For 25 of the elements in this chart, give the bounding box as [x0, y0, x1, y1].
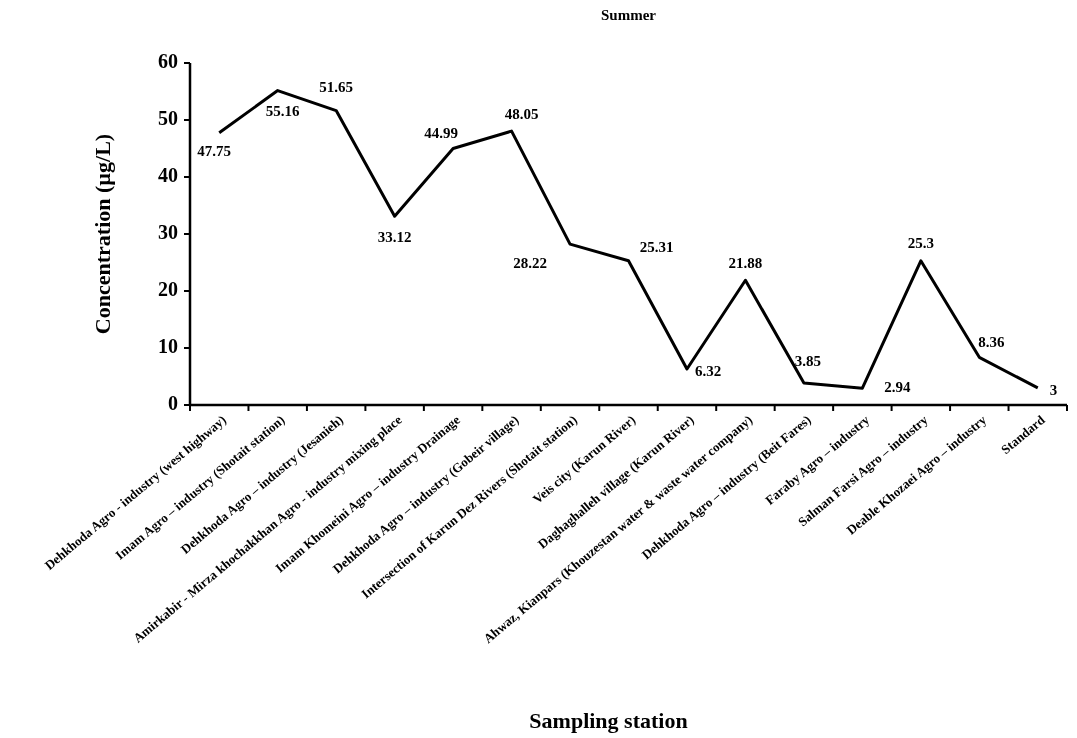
data-label: 21.88	[728, 254, 763, 271]
data-label: 3.85	[794, 353, 822, 370]
y-axis-title: Concentration (µg/L)	[90, 133, 115, 335]
x-axis-title: Sampling station	[529, 708, 688, 733]
data-label: 2.94	[884, 378, 912, 395]
y-tick-label: 20	[158, 277, 178, 300]
data-label: 47.75	[197, 143, 232, 160]
data-label: 3	[1049, 382, 1058, 399]
data-label: 28.22	[513, 254, 547, 271]
data-label: 6.32	[694, 363, 722, 380]
y-tick-label: 60	[158, 49, 178, 72]
data-label: 33.12	[377, 228, 412, 245]
data-label: 55.16	[265, 103, 301, 120]
data-label: 8.36	[978, 333, 1005, 350]
y-tick-label: 50	[158, 106, 178, 129]
data-label: 48.05	[504, 105, 539, 122]
y-tick-label: 40	[158, 163, 178, 186]
y-tick-label: 30	[158, 220, 178, 243]
data-label: 25.3	[907, 235, 934, 252]
data-label: 44.99	[424, 124, 458, 141]
y-tick-label: 0	[168, 391, 178, 414]
data-label: 51.65	[319, 79, 354, 96]
y-tick-label: 10	[158, 334, 178, 357]
chart-title: Summer	[601, 7, 657, 23]
data-label: 25.31	[639, 239, 674, 256]
